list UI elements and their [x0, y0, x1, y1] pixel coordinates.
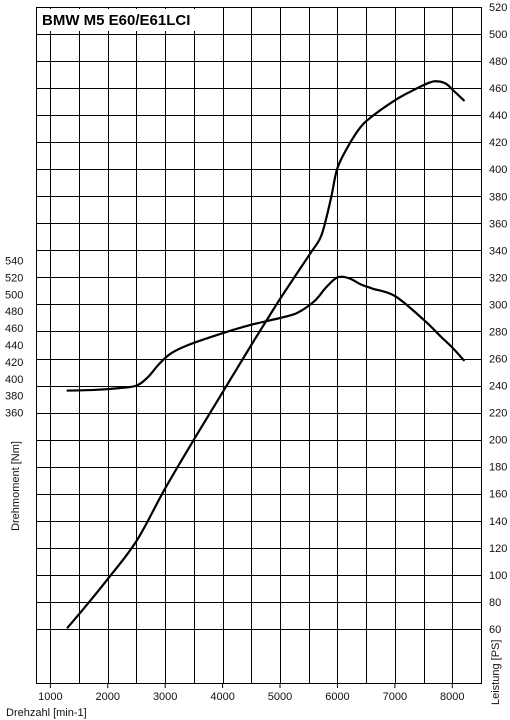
right-tick-label: 340 [489, 245, 507, 257]
left-tick-label: 480 [5, 306, 23, 318]
right-tick-label: 420 [489, 137, 507, 149]
left-tick-label: 380 [5, 391, 23, 403]
x-tick-label: 8000 [440, 691, 464, 703]
x-tick-label: 1000 [38, 691, 62, 703]
right-tick-label: 500 [489, 29, 507, 41]
right-tick-label: 320 [489, 272, 507, 284]
x-tick-label: 3000 [153, 691, 177, 703]
right-tick-label: 220 [489, 408, 507, 420]
chart-title: BMW M5 E60/E61LCI [42, 12, 190, 29]
right-tick-label: 240 [489, 381, 507, 393]
right-tick-label: 440 [489, 110, 507, 122]
x-axis-title: Drehzahl [min-1] [6, 707, 87, 719]
curves [66, 80, 465, 629]
right-tick-label: 160 [489, 489, 507, 501]
right-tick-label: 300 [489, 299, 507, 311]
left-tick-label: 440 [5, 340, 23, 352]
left-tick-label: 420 [5, 357, 23, 369]
right-axis-title: Leistung [PS] [490, 640, 502, 705]
left-tick-label: 360 [5, 408, 23, 420]
right-tick-label: 480 [489, 56, 507, 68]
left-tick-label: 540 [5, 256, 23, 268]
right-tick-label: 80 [489, 597, 501, 609]
right-tick-label: 100 [489, 570, 507, 582]
right-tick-label: 140 [489, 516, 507, 528]
plot-border [36, 7, 482, 684]
power-curve [66, 80, 465, 629]
left-tick-label: 460 [5, 323, 23, 335]
right-tick-label: 400 [489, 164, 507, 176]
x-tick-label: 7000 [383, 691, 407, 703]
right-tick-label: 180 [489, 462, 507, 474]
right-tick-label: 280 [489, 326, 507, 338]
left-tick-label: 400 [5, 374, 23, 386]
right-tick-label: 360 [489, 218, 507, 230]
right-tick-labels: 60 80 100 120 140 160 180 200 220 240 260 280 300 320… [489, 2, 507, 636]
right-tick-label: 260 [489, 354, 507, 366]
left-tick-label: 500 [5, 289, 23, 301]
plot-frame [36, 7, 482, 684]
right-tick-label: 520 [489, 2, 507, 14]
grid [36, 7, 481, 683]
right-tick-label: 380 [489, 191, 507, 203]
left-tick-labels: 360 380 400 420 440 460 480 500 520 540 [5, 256, 23, 420]
left-axis-title: Drehmoment [Nm] [10, 441, 22, 531]
left-tick-label: 520 [5, 272, 23, 284]
x-tick-label: 5000 [268, 691, 292, 703]
x-tick-label: 6000 [325, 691, 349, 703]
title-background [38, 9, 198, 31]
right-tick-label: 460 [489, 83, 507, 95]
right-tick-label: 60 [489, 624, 501, 636]
x-tick-label: 2000 [96, 691, 120, 703]
right-tick-label: 200 [489, 435, 507, 447]
x-tick-label: 4000 [210, 691, 234, 703]
torque-curve [66, 275, 465, 392]
right-tick-label: 120 [489, 543, 507, 555]
x-tick-labels: 1000 2000 3000 4000 5000 6000 7000 8000 [38, 683, 465, 703]
